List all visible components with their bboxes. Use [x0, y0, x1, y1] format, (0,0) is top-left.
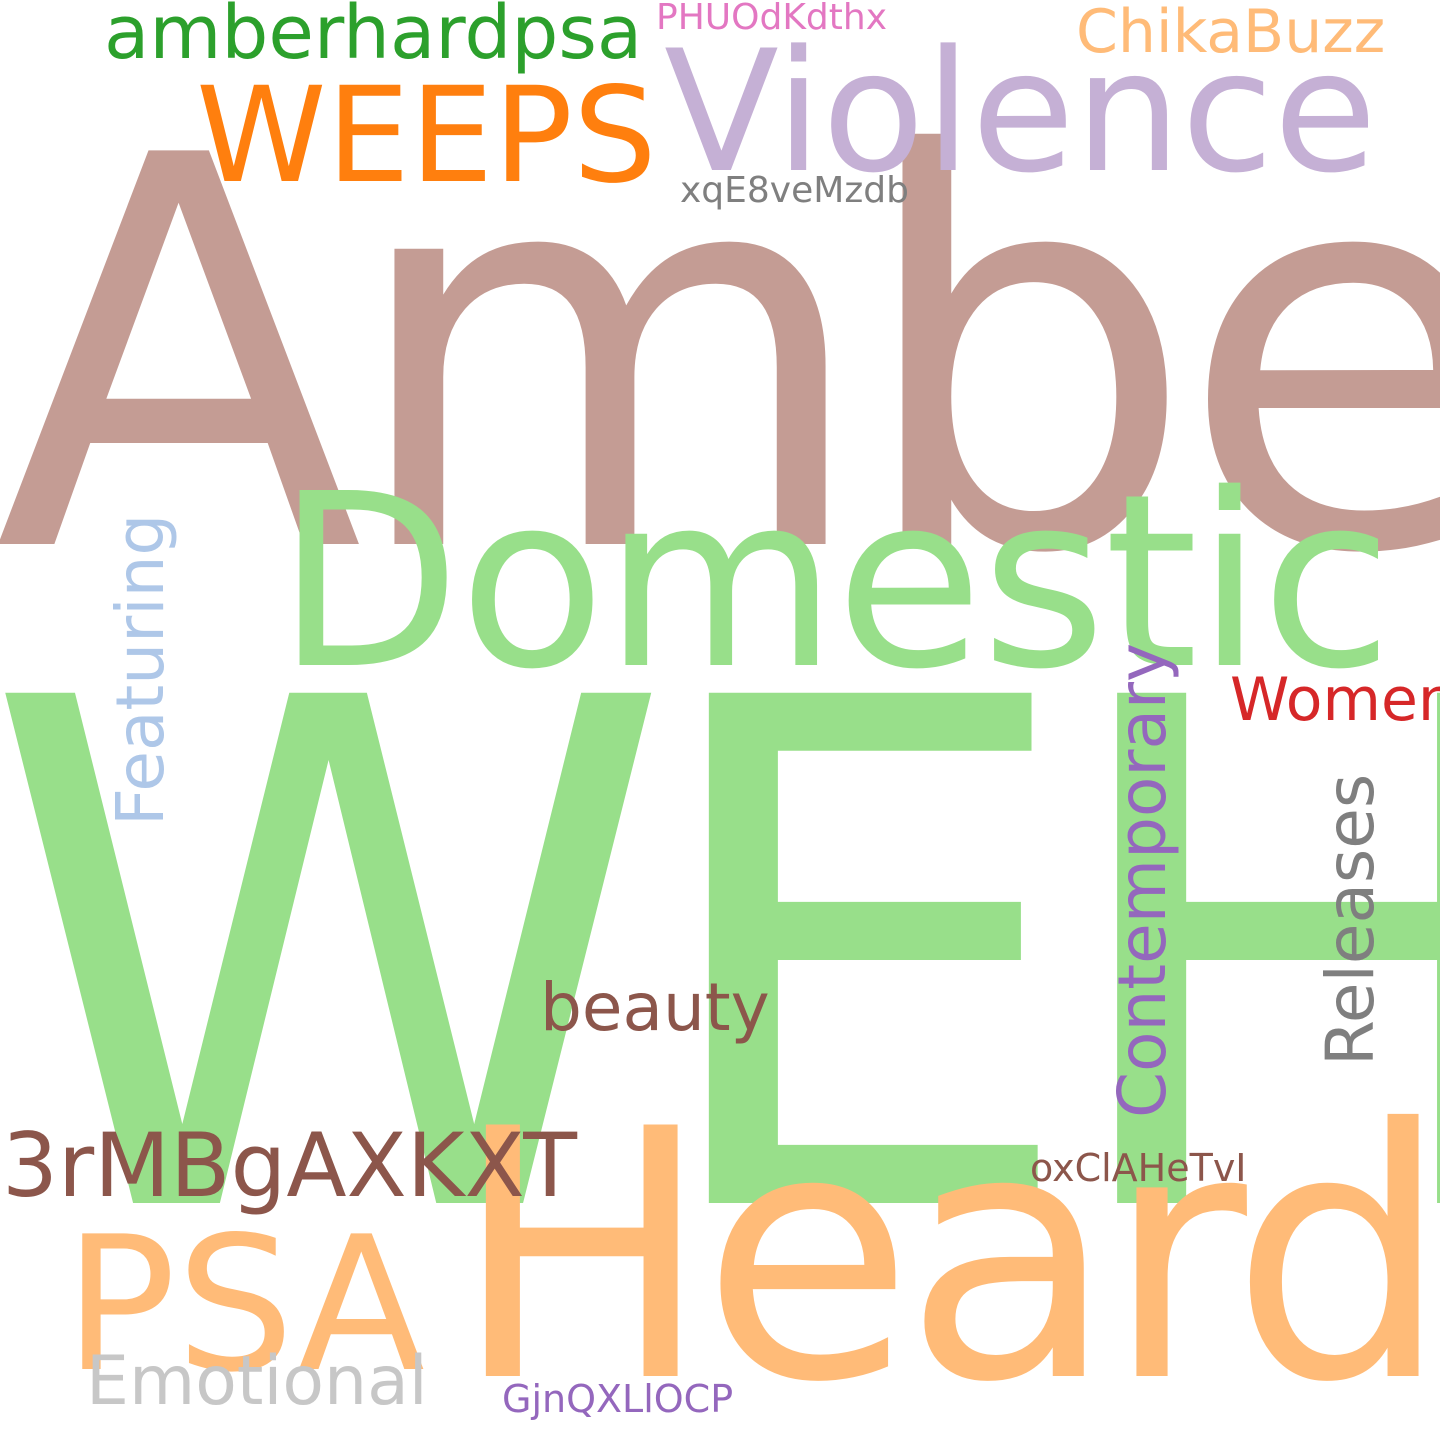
word-weeps: WEEPS: [196, 59, 657, 213]
word-women: Women: [1230, 665, 1440, 735]
word-contemporary: Contemporary: [1104, 642, 1181, 1118]
word-beauty: beauty: [540, 969, 770, 1046]
word-domestic: Domestic: [276, 442, 1393, 722]
word-phuodkdthx: PHUOdKdthx: [656, 0, 888, 38]
word-releases: Releases: [1312, 773, 1389, 1066]
word-3rmbgaxkxt: 3rMBgAXKXT: [2, 1114, 578, 1217]
word-chikabuzz: ChikaBuzz: [1076, 0, 1386, 67]
word-oxclahetvi: oxClAHeTvI: [1030, 1146, 1247, 1190]
word-gjnqxlllocp: GjnQXLlOCP: [502, 1377, 734, 1421]
word-emotional: Emotional: [86, 1342, 428, 1421]
word-amber: Amber: [0, 44, 1440, 672]
word-xqe8vemzdb: xqE8veMzdb: [680, 170, 909, 211]
word-violence: Violence: [664, 14, 1377, 210]
word-amberhardpsa: amberhardpsa: [104, 0, 643, 76]
word-psa: PSA: [64, 1196, 425, 1413]
word-weh: WEH: [0, 554, 1440, 1369]
word-heard: Heard: [452, 1057, 1440, 1440]
word-featuring: Featuring: [102, 513, 179, 826]
